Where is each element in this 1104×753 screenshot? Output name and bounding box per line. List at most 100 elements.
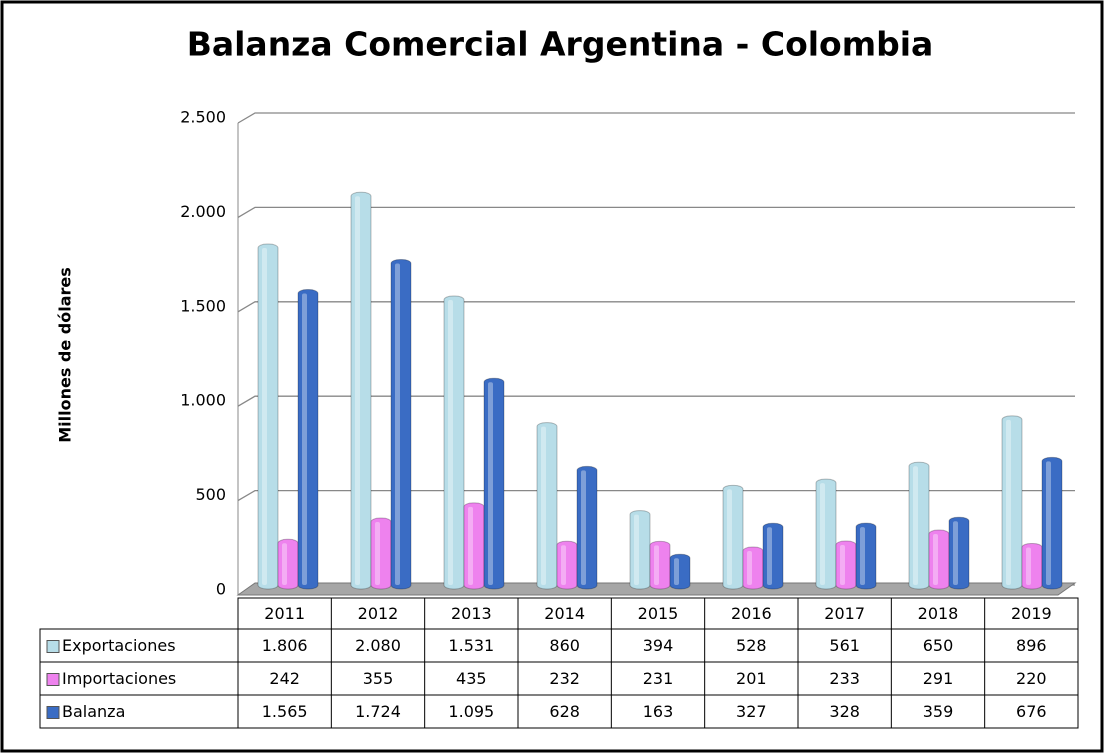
table-value: 328 xyxy=(829,702,860,721)
table-value: 896 xyxy=(1016,636,1047,655)
bar xyxy=(948,516,970,590)
bar-highlight xyxy=(581,470,586,585)
bar-highlight xyxy=(448,299,453,585)
bar-highlight xyxy=(561,545,566,585)
bar xyxy=(928,529,950,590)
bar xyxy=(1021,542,1043,590)
bar-highlight xyxy=(1046,461,1051,585)
legend-swatch xyxy=(46,640,60,653)
table-value: 355 xyxy=(363,669,394,688)
x-tick-label: 2011 xyxy=(264,604,305,623)
bar-highlight xyxy=(468,506,473,585)
bar-highlight xyxy=(860,527,865,585)
y-tick-label: 500 xyxy=(195,485,226,504)
bar-highlight xyxy=(1026,547,1031,585)
bar xyxy=(908,461,930,590)
bar xyxy=(855,522,877,590)
bar xyxy=(463,502,485,590)
bar-highlight xyxy=(355,196,360,585)
grid-line xyxy=(237,112,1075,124)
x-tick-label: 2018 xyxy=(918,604,959,623)
table-value: 1.531 xyxy=(448,636,494,655)
bar-highlight xyxy=(1006,419,1011,585)
table-value: 1.806 xyxy=(262,636,308,655)
legend-swatch xyxy=(46,673,60,686)
x-tick-label: 2013 xyxy=(451,604,492,623)
table-value: 628 xyxy=(549,702,580,721)
legend-label: Importaciones xyxy=(62,669,176,688)
bar-highlight xyxy=(674,558,679,585)
x-tick-label: 2014 xyxy=(544,604,585,623)
table-value: 1.095 xyxy=(448,702,494,721)
x-tick-label: 2012 xyxy=(358,604,399,623)
bar-highlight xyxy=(933,534,938,585)
y-tick-label: 1.000 xyxy=(180,391,226,410)
table-value: 327 xyxy=(736,702,767,721)
bar-highlight xyxy=(634,514,639,585)
table-value: 1.724 xyxy=(355,702,401,721)
legend-label: Exportaciones xyxy=(62,636,176,655)
bar xyxy=(536,422,558,590)
x-tick-label: 2015 xyxy=(638,604,679,623)
bar xyxy=(742,546,764,590)
bar xyxy=(1041,456,1063,590)
x-tick-label: 2016 xyxy=(731,604,772,623)
bar xyxy=(1001,415,1023,590)
bar xyxy=(277,538,299,590)
grid-line xyxy=(237,206,1075,218)
x-tick-label: 2017 xyxy=(824,604,865,623)
table-value: 860 xyxy=(549,636,580,655)
bar xyxy=(556,540,578,590)
grid-line xyxy=(237,301,1075,313)
legend-label: Balanza xyxy=(62,702,125,721)
bar xyxy=(762,522,784,590)
bar-highlight xyxy=(375,521,380,585)
bar xyxy=(576,465,598,590)
bar xyxy=(297,289,319,590)
y-tick-label: 1.500 xyxy=(180,296,226,315)
bar xyxy=(443,295,465,590)
table-value: 242 xyxy=(269,669,300,688)
bar-highlight xyxy=(654,545,659,585)
bar xyxy=(370,517,392,590)
bar-highlight xyxy=(747,551,752,585)
table-value: 291 xyxy=(923,669,954,688)
bar-highlight xyxy=(541,426,546,585)
bar xyxy=(350,191,372,590)
bar xyxy=(669,553,691,590)
bar xyxy=(835,540,857,590)
table-value: 220 xyxy=(1016,669,1047,688)
table-value: 163 xyxy=(643,702,674,721)
table-value: 676 xyxy=(1016,702,1047,721)
bar-highlight xyxy=(840,545,845,585)
y-tick-label: 0 xyxy=(216,580,226,599)
bar-highlight xyxy=(262,248,267,585)
table-value: 561 xyxy=(829,636,860,655)
bar xyxy=(483,377,505,590)
grid-line xyxy=(237,395,1075,407)
bar-highlight xyxy=(282,543,287,585)
chart-title: Balanza Comercial Argentina - Colombia xyxy=(187,25,934,64)
legend-swatch xyxy=(46,706,60,719)
bar-highlight xyxy=(727,489,732,585)
y-axis-label: Millones de dólares xyxy=(56,267,75,443)
bar xyxy=(629,510,651,590)
bar-highlight xyxy=(488,382,493,585)
bar-highlight xyxy=(913,466,918,585)
bar-highlight xyxy=(302,293,307,585)
table-value: 201 xyxy=(736,669,767,688)
table-value: 435 xyxy=(456,669,487,688)
bar xyxy=(649,540,671,590)
table-value: 233 xyxy=(829,669,860,688)
table-value: 359 xyxy=(923,702,954,721)
table-value: 528 xyxy=(736,636,767,655)
bar xyxy=(722,484,744,590)
table-value: 1.565 xyxy=(262,702,308,721)
bar-highlight xyxy=(953,521,958,585)
table-value: 2.080 xyxy=(355,636,401,655)
bar xyxy=(257,243,279,590)
bar-highlight xyxy=(767,527,772,585)
y-tick-label: 2.500 xyxy=(180,108,226,127)
bar xyxy=(390,259,412,590)
